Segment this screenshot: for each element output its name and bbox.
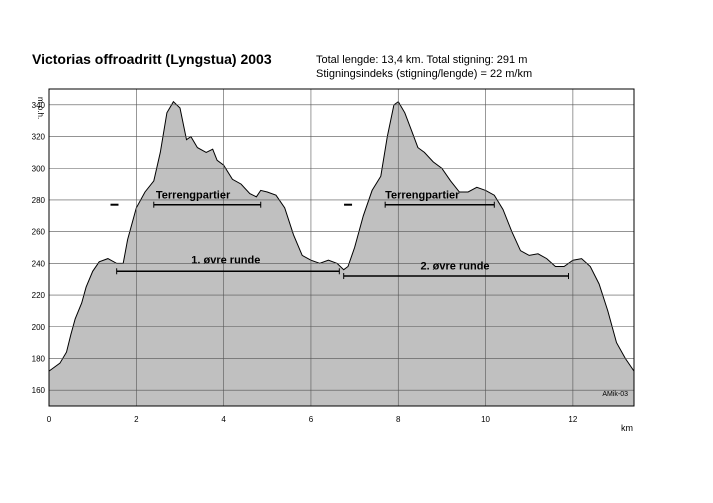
annotation-label: Terrengpartier — [156, 189, 231, 201]
chart-title: Victorias offroadritt (Lyngstua) 2003 — [32, 51, 272, 67]
x-tick-label: 6 — [309, 415, 314, 424]
x-axis-label: km — [621, 423, 633, 433]
y-tick-label: 280 — [32, 196, 46, 205]
y-tick-label: 240 — [32, 259, 46, 268]
x-tick-label: 10 — [481, 415, 490, 424]
x-tick-label: 2 — [134, 415, 139, 424]
plot-frame — [48, 88, 635, 407]
y-tick-label: 160 — [32, 386, 46, 395]
route-stats: Total lengde: 13,4 km. Total stigning: 2… — [316, 53, 532, 81]
y-tick-label: 220 — [32, 291, 46, 300]
y-axis-label: m o.h. — [36, 97, 45, 119]
x-tick-label: 12 — [568, 415, 577, 424]
annotation-label: 2. øvre runde — [420, 261, 489, 273]
chart-credit: AMik-03 — [602, 391, 628, 398]
y-tick-label: 180 — [32, 354, 46, 363]
y-tick-label: 340 — [32, 101, 46, 110]
elevation-line — [48, 100, 635, 372]
elevation-area — [49, 101, 634, 406]
x-tick-label: 8 — [396, 415, 401, 424]
y-tick-label: 200 — [32, 323, 46, 332]
y-tick-label: 300 — [32, 164, 46, 173]
y-tick-label: 320 — [32, 133, 46, 142]
annotation-label: Terrengpartier — [385, 189, 460, 201]
stats-line-index: Stigningsindeks (stigning/lengde) = 22 m… — [316, 68, 533, 80]
stats-line-total: Total lengde: 13,4 km. Total stigning: 2… — [316, 54, 528, 66]
annotation-label: 1. øvre runde — [191, 254, 260, 266]
x-tick-label: 0 — [47, 415, 52, 424]
x-tick-label: 4 — [221, 415, 226, 424]
y-tick-label: 260 — [32, 228, 46, 237]
